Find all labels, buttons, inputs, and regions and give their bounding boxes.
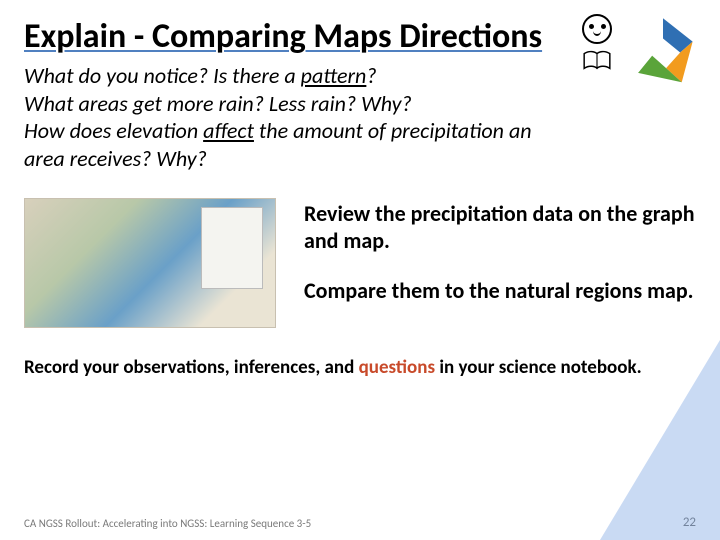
keyword-questions: questions bbox=[359, 356, 435, 379]
record-instruction: Record your observations, inferences, an… bbox=[24, 356, 696, 379]
instruction-text: Review the precipitation data on the gra… bbox=[304, 200, 696, 327]
question-text: How does elevation bbox=[24, 117, 203, 144]
footer-text: CA NGSS Rollout: Accelerating into NGSS:… bbox=[24, 517, 311, 530]
question-text: ? bbox=[366, 62, 376, 89]
instruction-p2: Compare them to the natural regions map. bbox=[304, 277, 696, 305]
question-text: What do you notice? Is there a bbox=[24, 62, 301, 89]
slide-title: Explain - Comparing Maps Directions bbox=[24, 18, 564, 56]
question-text: What areas get more rain? Less rain? Why… bbox=[24, 90, 412, 117]
keyword-pattern: pattern bbox=[301, 62, 367, 89]
instruction-p1: Review the precipitation data on the gra… bbox=[304, 200, 696, 255]
surprised-face-icon bbox=[582, 14, 612, 44]
annotation-icons bbox=[582, 14, 612, 72]
classroom-photo bbox=[24, 198, 276, 328]
open-book-icon bbox=[582, 50, 612, 72]
keyword-affect: affect bbox=[203, 117, 254, 144]
guiding-questions: What do you notice? Is there a pattern? … bbox=[24, 62, 564, 172]
record-text: Record your observations, inferences, an… bbox=[24, 356, 359, 379]
content-row: Review the precipitation data on the gra… bbox=[24, 198, 696, 328]
tri-color-logo-icon bbox=[624, 12, 702, 90]
corner-accent bbox=[600, 340, 720, 540]
slide: Explain - Comparing Maps Directions What… bbox=[0, 0, 720, 540]
